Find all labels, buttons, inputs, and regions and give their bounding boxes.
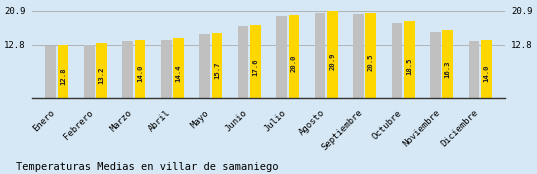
Text: 17.6: 17.6 [252, 59, 258, 76]
Text: 14.4: 14.4 [176, 64, 182, 82]
Bar [46, 46, 56, 98]
Text: 15.7: 15.7 [214, 62, 220, 80]
Bar [212, 33, 222, 98]
Bar [391, 23, 402, 98]
Text: 16.3: 16.3 [445, 61, 451, 78]
Text: 20.0: 20.0 [291, 54, 297, 72]
Bar [442, 30, 453, 98]
Text: 14.0: 14.0 [483, 65, 489, 82]
Text: 14.0: 14.0 [137, 65, 143, 82]
Bar [430, 32, 441, 98]
Bar [481, 40, 491, 98]
Bar [469, 41, 480, 98]
Bar [161, 40, 171, 98]
Bar [353, 14, 364, 98]
Text: Temperaturas Medias en villar de samaniego: Temperaturas Medias en villar de samanie… [16, 162, 279, 172]
Bar [404, 21, 415, 98]
Bar [315, 13, 325, 98]
Bar [84, 45, 95, 98]
Bar [250, 25, 261, 98]
Bar [366, 13, 376, 98]
Text: 12.8: 12.8 [60, 67, 66, 85]
Bar [57, 45, 68, 98]
Bar [173, 38, 184, 98]
Bar [199, 34, 210, 98]
Bar [327, 11, 338, 98]
Text: 18.5: 18.5 [407, 57, 412, 75]
Bar [135, 40, 146, 98]
Text: 20.9: 20.9 [329, 53, 336, 70]
Bar [122, 41, 133, 98]
Text: 13.2: 13.2 [99, 66, 105, 84]
Bar [238, 26, 249, 98]
Bar [96, 43, 107, 98]
Bar [288, 15, 299, 98]
Text: 20.5: 20.5 [368, 54, 374, 71]
Bar [276, 16, 287, 98]
